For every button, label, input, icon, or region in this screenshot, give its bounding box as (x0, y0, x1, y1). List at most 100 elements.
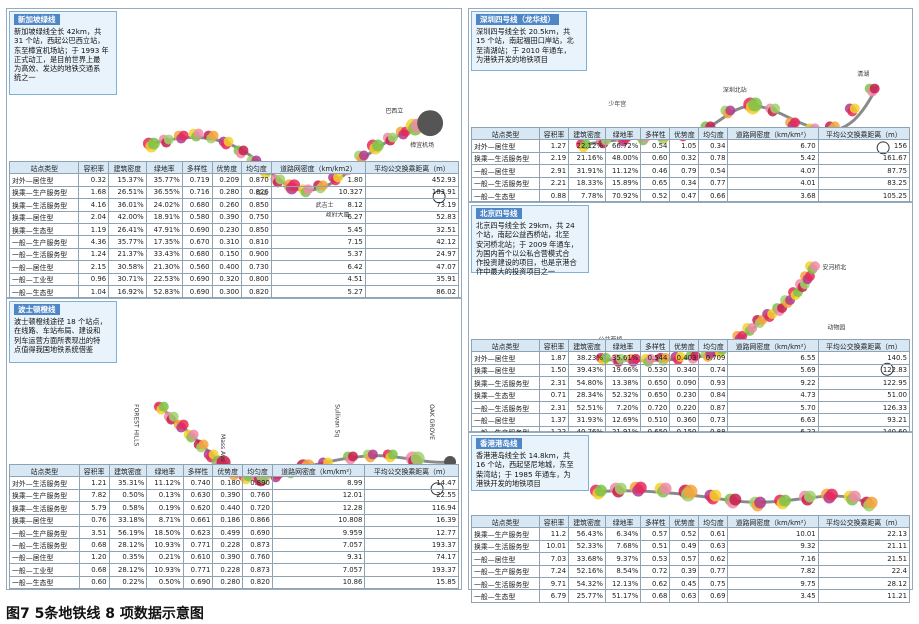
table-cell: 0.760 (242, 488, 273, 503)
table-cell: 一般—生活服务型 (470, 176, 541, 190)
table-header-cell: 道路网密度（km/km²） (727, 338, 819, 353)
table-cell: 0.230 (669, 388, 700, 402)
table-cell: 12.13% (604, 576, 642, 591)
table-cell: 156 (817, 139, 911, 153)
table-cell: 0.68 (78, 538, 110, 552)
table-cell: 4.73 (727, 388, 819, 402)
table-cell: 0.93 (698, 376, 729, 390)
table-cell: 15.85 (364, 575, 459, 589)
table-row: 一般—生产服务型 4.36 35.77% 17.35% 0.670 0.310 0.810 7… (8, 235, 460, 249)
table-cell: 0.65 (640, 176, 671, 190)
table-cell: 39.43% (568, 363, 606, 378)
table-cell: 0.650 (640, 388, 671, 402)
table-cell: 28.12% (108, 563, 148, 577)
station-blob (353, 150, 369, 164)
table-cell: 56.43% (568, 527, 606, 541)
table-cell: 0.750 (241, 210, 272, 224)
boston-info-box: 波士顿橙线 波士顿橙线途径 18 个站点， 在线路、车站布局、建设和 列车运营方… (9, 301, 117, 363)
table-header-cell: 均匀度 (241, 160, 272, 175)
table-cell: 4.36 (78, 235, 110, 249)
table-cell: 0.740 (182, 476, 214, 490)
table-cell: 0.32 (669, 151, 700, 166)
station-blob (860, 496, 878, 512)
table-header-cell: 建筑密度 (108, 160, 147, 175)
table-cell: 52.16% (568, 564, 606, 578)
table-cell: 0.69 (698, 589, 729, 603)
table-cell: 0.58% (108, 501, 148, 515)
table-cell: 0.62 (640, 576, 671, 591)
table-row: 换乘—生产服务型 7.82 0.50% 0.13% 0.630 0.390 0.760 12.… (9, 488, 459, 503)
table-cell: 2.19 (539, 151, 570, 166)
beijing-title: 北京四号线 (476, 208, 522, 220)
table-cell: 193.37 (364, 563, 459, 577)
table-cell: 105.25 (817, 188, 911, 203)
table-cell: 4.01 (727, 176, 819, 190)
table-cell: 换乘—居住型 (9, 513, 80, 527)
table-cell: 12.01 (271, 488, 366, 503)
table-row: 换乘—居住型 0.76 33.18% 8.71% 0.661 0.186 0.866 10.8… (9, 513, 459, 527)
station-blob (774, 494, 792, 510)
singapore-station-label: 巴西立 (385, 107, 403, 115)
table-row: 换乘—生活服务型 4.16 36.01% 24.02% 0.680 0.260 0.850 8… (8, 198, 460, 212)
table-cell: 7.15 (270, 235, 366, 249)
station-blob (704, 489, 722, 505)
table-cell: 0.66 (698, 188, 729, 203)
table-cell: 0.709 (698, 351, 729, 365)
table-cell: 8.99 (271, 476, 366, 490)
table-cell: 35.91 (364, 272, 460, 286)
table-cell: 换乘—生活服务型 (9, 501, 80, 515)
table-cell: 0.52 (640, 188, 671, 203)
table-cell: 一般—生态型 (8, 284, 80, 299)
table-header-cell: 优势度 (669, 338, 700, 353)
table-cell: 0.400 (211, 260, 243, 274)
table-cell: 一般—工业型 (9, 563, 80, 577)
station-blob (173, 419, 189, 433)
table-cell: 30.58% (108, 260, 147, 274)
table-cell: 1.87 (539, 351, 570, 365)
table-header-cell: 绿地率 (604, 338, 642, 353)
table-cell: 0.580 (181, 210, 213, 224)
table-cell: 52.83 (364, 210, 460, 224)
table-cell: 52.32% (604, 388, 642, 402)
table-cell: 0.280 (212, 575, 244, 589)
table-cell: 7.03 (539, 552, 570, 566)
table-cell: 1.68 (78, 185, 110, 200)
table-cell: 0.150 (211, 247, 243, 262)
table-cell: 一般—居住型 (8, 260, 80, 274)
table-cell: 0.610 (182, 550, 214, 565)
table-cell: 73.19 (364, 198, 460, 212)
table-row: 一般—居住型 7.03 33.68% 9.37% 0.53 0.57 0.62 7.16 21.… (470, 552, 911, 566)
table-cell: 5.69 (727, 363, 819, 378)
table-cell: 一般—生产服务型 (470, 564, 541, 578)
table-cell: 0.850 (241, 222, 272, 237)
table-header-cell: 容积率 (539, 126, 570, 141)
table-header-cell: 平均公交换乘距离（m） (817, 514, 911, 529)
beijing-station-label: 安河桥北 (822, 264, 846, 272)
table-cell: 1.04 (78, 284, 110, 299)
station-blob (654, 482, 672, 498)
table-cell: 0.79 (669, 164, 700, 178)
table-cell: 换乘—居住型 (8, 210, 80, 224)
table-cell: 一般—工业型 (8, 272, 80, 286)
table-cell: 0.690 (182, 575, 214, 589)
table-cell: 一般—居住型 (470, 164, 541, 178)
table-cell: 0.720 (640, 400, 671, 415)
table-cell: 0.35% (108, 550, 148, 565)
station-blob (820, 488, 838, 504)
table-cell: 0.403 (669, 351, 700, 365)
table-row: 一般—居住型 1.37 31.93% 12.69% 0.510 0.360 0.73 6.63… (470, 413, 911, 427)
singapore-station-label: 樟宜机场 (410, 141, 434, 149)
table-cell: 一般—生态型 (470, 589, 541, 603)
table-cell: 5.27 (270, 284, 366, 299)
table-cell: 24.02% (145, 198, 183, 212)
table-header-cell: 优势度 (212, 463, 244, 478)
station-blob (382, 132, 398, 146)
table-cell: 22.13 (817, 527, 911, 541)
table-cell: 13.38% (604, 376, 642, 390)
table-cell: 8.12 (270, 198, 366, 212)
table-cell: 2.31 (539, 376, 570, 390)
table-cell: 0.866 (242, 513, 273, 527)
table-cell: 对外—生活服务型 (9, 476, 80, 490)
table-cell: 换乘—生活服务型 (8, 198, 80, 212)
table-cell: 对外—居住型 (470, 139, 541, 153)
